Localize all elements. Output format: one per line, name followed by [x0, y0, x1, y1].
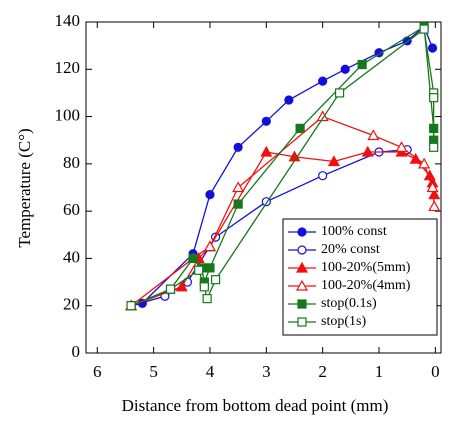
point [327, 155, 340, 167]
point [418, 157, 431, 169]
point [316, 110, 329, 122]
point [261, 116, 271, 126]
point [318, 171, 328, 181]
point [428, 200, 441, 212]
point [395, 141, 408, 152]
legend-marker [295, 261, 309, 273]
legend-label: stop(0.1s) [321, 296, 377, 311]
y-tick-label: 20 [63, 295, 80, 314]
point [232, 181, 245, 193]
y-tick-label: 40 [63, 247, 80, 266]
point [260, 145, 273, 157]
point [409, 152, 422, 164]
legend-label: 100% const [321, 224, 387, 239]
point [233, 142, 243, 152]
point [428, 188, 441, 200]
point [203, 240, 216, 252]
point [284, 95, 294, 105]
point [295, 123, 305, 133]
point [361, 145, 374, 157]
series-line [130, 115, 435, 307]
y-tick-label: 60 [63, 200, 80, 219]
x-tick-label: 2 [318, 362, 327, 381]
point [205, 263, 215, 273]
y-tick-label: 0 [72, 342, 81, 361]
point [426, 181, 439, 193]
legend-marker [297, 227, 307, 237]
point [188, 253, 198, 264]
legend-marker [297, 317, 307, 327]
point [165, 284, 176, 294]
point [419, 24, 429, 34]
legend-label: 100-20%(5mm) [321, 260, 411, 275]
point [429, 93, 439, 103]
x-tick-label: 4 [206, 362, 215, 381]
point [357, 59, 367, 70]
legend-box [282, 218, 438, 336]
y-tick-label: 140 [55, 11, 81, 30]
legend: 100% const 20% const 100-20%(5mm) 100-20%(4… [282, 218, 438, 336]
point [429, 142, 439, 152]
y-tick-label: 80 [63, 153, 80, 172]
x-tick-label: 0 [431, 362, 440, 381]
point [334, 88, 345, 98]
legend-marker [297, 245, 307, 255]
x-tick-label: 6 [93, 362, 102, 381]
legend-label: 20% const [321, 242, 380, 257]
point [202, 294, 212, 304]
legend-label: stop(1s) [321, 314, 366, 329]
x-tick-label: 3 [262, 362, 271, 381]
point [194, 265, 204, 275]
point [233, 199, 243, 209]
y-tick-label: 120 [55, 58, 81, 77]
x-tick-label: 1 [375, 362, 384, 381]
legend-label: 100-20%(4mm) [321, 278, 411, 293]
y-axis-label: Temperature (C°) [15, 128, 34, 247]
x-axis-label: Distance from bottom dead point (mm) [122, 396, 389, 415]
x-tick-label: 5 [149, 362, 158, 381]
point [427, 43, 438, 53]
point [367, 129, 380, 141]
point [211, 275, 221, 285]
legend-marker [295, 279, 309, 291]
plot-frame [85, 21, 442, 354]
point [126, 301, 136, 311]
point [175, 280, 188, 292]
point [318, 76, 328, 86]
point [340, 64, 350, 74]
point [199, 282, 209, 292]
point [205, 189, 215, 200]
y-tick-label: 100 [55, 105, 81, 124]
legend-marker [297, 299, 307, 309]
